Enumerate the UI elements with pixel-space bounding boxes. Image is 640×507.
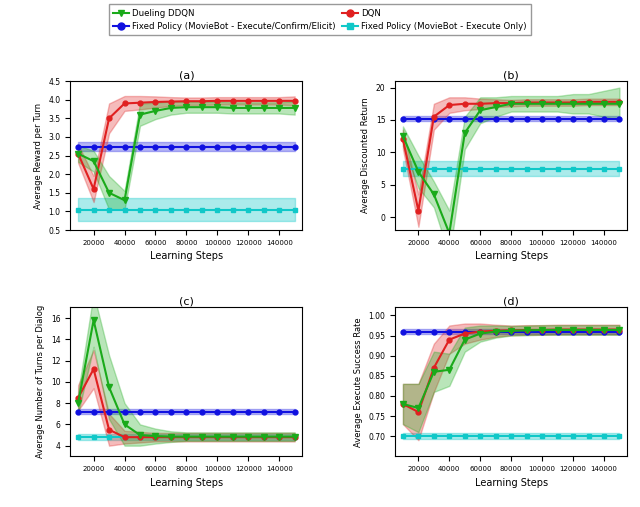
X-axis label: Learning Steps: Learning Steps bbox=[150, 251, 223, 261]
Title: (a): (a) bbox=[179, 70, 194, 80]
X-axis label: Learning Steps: Learning Steps bbox=[150, 478, 223, 488]
Title: (b): (b) bbox=[503, 70, 519, 80]
X-axis label: Learning Steps: Learning Steps bbox=[475, 251, 548, 261]
Y-axis label: Average Number of Turns per Dialog: Average Number of Turns per Dialog bbox=[36, 305, 45, 458]
Title: (d): (d) bbox=[503, 297, 519, 307]
Title: (c): (c) bbox=[179, 297, 194, 307]
Legend: Dueling DDQN, Fixed Policy (MovieBot - Execute/Confirm/Elicit), DQN, Fixed Polic: Dueling DDQN, Fixed Policy (MovieBot - E… bbox=[109, 4, 531, 35]
Y-axis label: Average Reward per Turn: Average Reward per Turn bbox=[34, 102, 43, 208]
Y-axis label: Average Discounted Return: Average Discounted Return bbox=[362, 98, 371, 213]
Y-axis label: Average Execute Success Rate: Average Execute Success Rate bbox=[354, 317, 363, 447]
X-axis label: Learning Steps: Learning Steps bbox=[475, 478, 548, 488]
